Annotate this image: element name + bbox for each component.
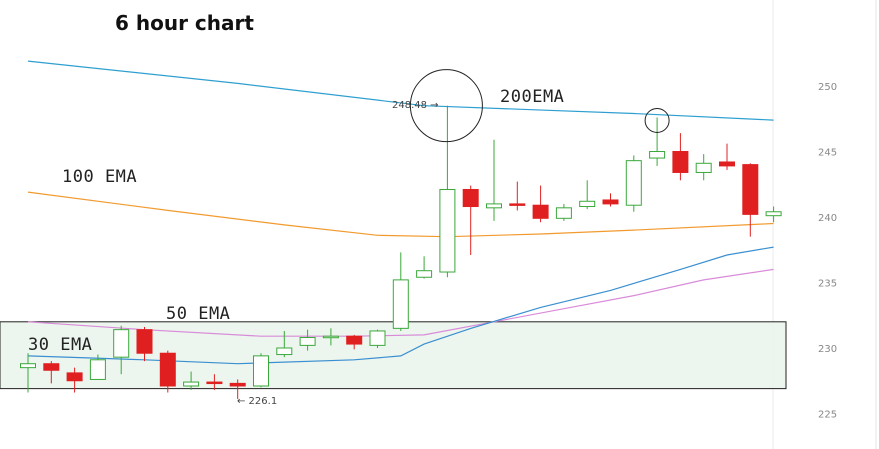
candle-24 xyxy=(579,180,596,210)
price-tick-230: 230 xyxy=(818,344,837,355)
candle-body xyxy=(416,270,433,278)
ema100-label: 100 EMA xyxy=(62,167,137,187)
candle-body xyxy=(183,381,200,387)
candle-body xyxy=(43,363,60,371)
candle-body xyxy=(276,347,293,356)
candle-0 xyxy=(20,353,36,393)
candle-body xyxy=(719,161,735,167)
candle-1 xyxy=(43,361,60,384)
candle-16 xyxy=(392,252,409,331)
candle-2 xyxy=(66,367,83,393)
candle-body xyxy=(369,330,386,346)
candle-body xyxy=(20,363,36,369)
candle-body xyxy=(253,355,269,387)
candle-20 xyxy=(486,139,502,221)
candle-body xyxy=(66,372,83,382)
price-tick-225: 225 xyxy=(818,410,837,421)
candle-7 xyxy=(183,371,200,390)
price-axis: 250 245 240 235 230 225 xyxy=(818,82,837,421)
candle-13 xyxy=(322,328,339,346)
candle-21 xyxy=(509,181,526,211)
candle-6 xyxy=(159,350,176,393)
candle-17 xyxy=(416,256,433,279)
candle-body xyxy=(765,211,782,217)
candle-body xyxy=(602,199,619,205)
candle-body xyxy=(136,329,153,354)
candle-32 xyxy=(765,206,782,223)
candle-body xyxy=(532,204,549,219)
candle-body xyxy=(509,203,526,206)
candle-11 xyxy=(276,330,293,358)
chart-title: 6 hour chart xyxy=(115,11,254,35)
candle-body xyxy=(462,188,479,208)
highlight-circle-0 xyxy=(409,69,483,143)
candle-body xyxy=(649,151,666,159)
support-zone xyxy=(0,321,787,390)
candle-body xyxy=(579,200,596,208)
price-tick-235: 235 xyxy=(818,279,837,290)
ema30-line xyxy=(27,246,774,365)
candle-22 xyxy=(532,185,549,223)
ema-lines xyxy=(27,60,774,365)
candle-29 xyxy=(695,154,712,181)
candle-body xyxy=(159,352,176,387)
candle-9 xyxy=(229,379,246,400)
candle-30 xyxy=(719,143,735,170)
candle-15 xyxy=(369,329,386,348)
candle-body xyxy=(439,188,456,273)
candle-body xyxy=(299,337,316,346)
candle-27 xyxy=(649,117,666,166)
candle-5 xyxy=(136,327,153,362)
candle-28 xyxy=(672,133,689,181)
candle-19 xyxy=(462,185,479,255)
candle-body xyxy=(672,151,689,173)
candles xyxy=(20,105,782,400)
ema50-label: 50 EMA xyxy=(166,304,230,324)
candle-4 xyxy=(113,325,130,375)
ema50-line xyxy=(27,268,774,337)
candle-23 xyxy=(555,203,572,221)
candle-body xyxy=(229,382,246,387)
candle-body xyxy=(625,160,642,206)
candle-body xyxy=(322,335,339,339)
candle-8 xyxy=(206,374,223,390)
ema200-label: 200EMA xyxy=(500,87,564,107)
candle-body xyxy=(206,381,223,385)
ema30-label: 30 EMA xyxy=(28,335,92,355)
price-tick-245: 245 xyxy=(818,148,837,159)
price-tick-240: 240 xyxy=(818,213,837,224)
candle-body xyxy=(346,335,363,345)
candle-body xyxy=(742,164,759,215)
candle-body xyxy=(555,207,572,219)
candle-18 xyxy=(439,105,456,278)
ema200-line xyxy=(27,60,774,121)
price-tick-250: 250 xyxy=(818,82,837,93)
candle-body xyxy=(486,203,502,209)
candle-10 xyxy=(253,353,269,388)
candle-31 xyxy=(742,163,759,237)
low-price-marker: ← 226.1 xyxy=(237,396,277,407)
candle-25 xyxy=(602,193,619,207)
candle-26 xyxy=(625,155,642,212)
candle-body xyxy=(89,359,106,380)
candle-body xyxy=(392,279,409,329)
candle-12 xyxy=(299,329,316,351)
highlight-circles xyxy=(409,69,670,143)
candle-body xyxy=(695,162,712,173)
high-price-marker: 248.48 → xyxy=(392,100,439,111)
candle-3 xyxy=(89,354,106,380)
candle-body xyxy=(113,329,130,358)
ema100-line xyxy=(27,191,774,238)
highlight-circle-1 xyxy=(644,107,670,133)
candle-14 xyxy=(346,334,363,350)
